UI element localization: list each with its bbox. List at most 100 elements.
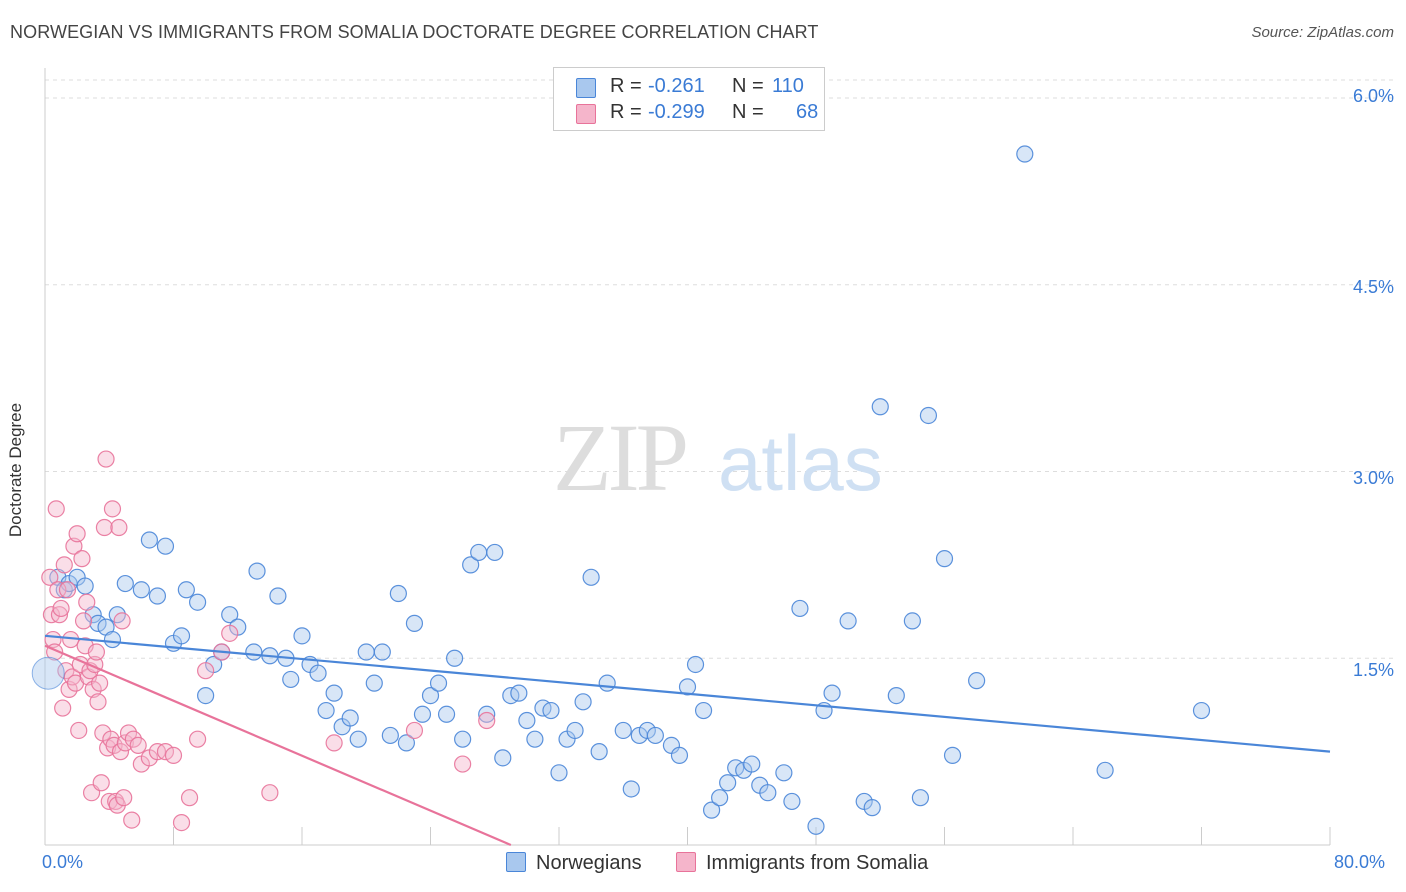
data-point	[454, 755, 472, 773]
data-point	[188, 730, 207, 748]
data-point	[413, 705, 432, 723]
data-point	[180, 789, 199, 807]
data-point	[105, 736, 123, 755]
data-point	[221, 624, 239, 642]
data-point	[686, 655, 705, 674]
y-tick-label: 3.0%	[1352, 468, 1394, 488]
data-point	[116, 734, 134, 752]
data-point	[78, 593, 96, 611]
data-point	[968, 672, 986, 690]
legend-r-value: -0.261	[648, 75, 705, 97]
data-point	[50, 606, 69, 624]
data-point	[293, 627, 311, 645]
data-point	[903, 612, 921, 630]
data-point	[57, 662, 75, 680]
data-point	[397, 734, 416, 752]
data-point	[110, 518, 128, 537]
data-point	[349, 730, 367, 748]
data-point	[365, 674, 383, 692]
data-point	[41, 568, 59, 586]
data-point	[148, 587, 167, 605]
data-point	[373, 643, 391, 661]
data-point	[156, 743, 175, 761]
legend-swatch-pink	[676, 852, 696, 872]
stats-legend: R = -0.261 N = 110 R = -0.299 N = 68	[553, 67, 825, 131]
data-point	[68, 525, 86, 543]
data-point	[54, 699, 72, 717]
data-point	[92, 774, 110, 792]
data-point	[129, 736, 147, 755]
data-point	[73, 550, 91, 568]
y-tick-label: 4.5%	[1352, 277, 1394, 297]
data-point	[70, 721, 88, 740]
data-point	[58, 581, 77, 599]
data-point	[389, 584, 407, 603]
data-point	[445, 649, 464, 667]
legend-r-label: R =	[610, 75, 642, 97]
x-tick-min: 0.0%	[42, 852, 84, 872]
data-point	[405, 721, 424, 740]
data-point	[405, 614, 424, 632]
x-tick-max: 80.0%	[1334, 852, 1386, 872]
legend-item-norwegians: Norwegians	[506, 852, 642, 875]
data-point	[791, 599, 809, 618]
data-point	[309, 664, 327, 682]
data-point	[486, 543, 504, 562]
data-point	[839, 612, 857, 630]
chart-source: Source: ZipAtlas.com	[1251, 24, 1394, 41]
data-point	[76, 577, 94, 595]
legend-n-value: 110	[772, 75, 804, 97]
data-point	[711, 789, 729, 807]
chart-title: NORWEGIAN VS IMMIGRANTS FROM SOMALIA DOC…	[10, 22, 819, 42]
data-point	[454, 730, 472, 748]
data-point	[89, 614, 107, 632]
data-point	[646, 726, 664, 745]
data-point	[429, 674, 448, 692]
data-point	[919, 406, 938, 425]
y-tick-label: 1.5%	[1352, 660, 1394, 680]
trend-line-somalia	[44, 644, 512, 847]
data-point	[759, 784, 777, 802]
data-point	[437, 705, 456, 723]
data-point	[678, 678, 697, 696]
data-point	[911, 789, 930, 807]
data-point	[935, 550, 954, 568]
data-point	[221, 606, 239, 624]
data-point	[494, 749, 512, 767]
legend-label: Norwegians	[536, 852, 642, 874]
data-point	[164, 746, 183, 764]
legend-r-label: R =	[610, 101, 642, 123]
data-point	[871, 398, 889, 416]
data-point	[91, 674, 109, 692]
data-point	[111, 743, 130, 761]
axes	[44, 68, 1331, 846]
data-point	[248, 562, 266, 580]
data-point	[470, 543, 488, 562]
data-point	[197, 686, 215, 705]
data-point	[89, 693, 107, 711]
data-point	[614, 721, 632, 740]
data-point	[943, 746, 962, 764]
series-somalia	[41, 450, 496, 832]
data-point	[188, 593, 207, 611]
data-point	[197, 662, 215, 680]
data-point	[775, 764, 793, 782]
y-tick-label: 6.0%	[1352, 86, 1394, 106]
data-point	[325, 684, 343, 702]
data-point	[670, 746, 689, 764]
data-point	[478, 711, 496, 730]
data-point	[807, 817, 825, 835]
data-point	[542, 701, 560, 720]
data-point	[269, 587, 287, 605]
data-point	[743, 755, 761, 773]
legend-swatch-blue	[576, 78, 596, 98]
data-point	[317, 701, 335, 720]
data-point	[31, 656, 65, 690]
data-point	[566, 721, 584, 740]
data-point	[598, 674, 616, 692]
data-point	[123, 811, 141, 829]
data-point	[590, 743, 608, 761]
data-point	[172, 627, 191, 645]
data-point	[97, 450, 115, 468]
legend-n-label: N =	[732, 75, 764, 97]
